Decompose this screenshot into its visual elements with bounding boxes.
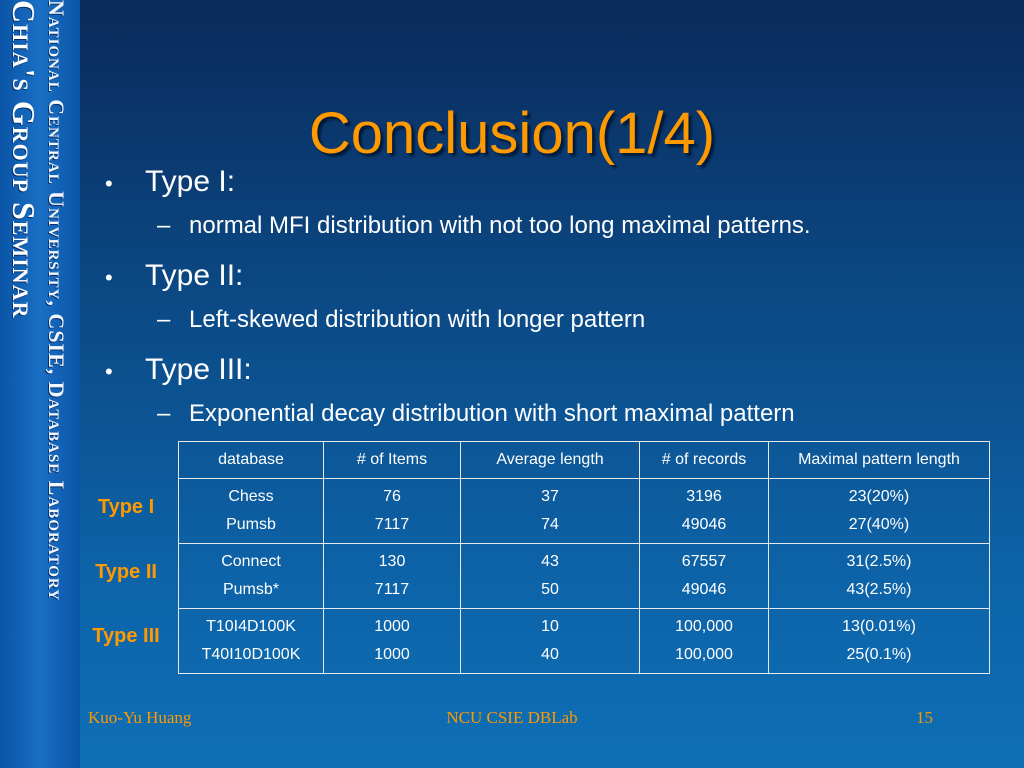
bullet-type-2: • Type II: [105, 259, 244, 292]
bullet-list: • Type I: – normal MFI distribution with n… [105, 165, 985, 447]
bullet-dot-icon: • [105, 265, 113, 290]
footer-author: Kuo-Yu Huang [88, 708, 192, 727]
cell-records: 67557 49046 [639, 543, 769, 609]
sub-bullet-type-2: – Left-skewed distribution with longer pa… [157, 306, 646, 333]
cell-maximal-pattern: 31(2.5%) 43(2.5%) [768, 543, 990, 609]
table-row: Chess Pumsb 76 7117 37 74 3196 49046 23(20%)… [178, 478, 990, 544]
bullet-dot-icon: • [105, 171, 113, 196]
table-row: T10I4D100K T40I10D100K 1000 1000 10 40 100,… [178, 608, 990, 674]
header-records: # of records [639, 441, 769, 479]
side-banner-university: National Central University, CSIE, Datab… [44, 0, 69, 602]
side-banner: National Central University, CSIE, Datab… [0, 0, 80, 768]
bullet-dot-icon: • [105, 359, 113, 384]
sub-bullet-type-1: – normal MFI distribution with not too lo… [157, 212, 811, 239]
table-header-row: database # of Items Average length # of … [178, 441, 990, 479]
cell-items: 130 7117 [323, 543, 461, 609]
cell-average-length: 10 40 [460, 608, 640, 674]
cell-items: 76 7117 [323, 478, 461, 544]
cell-database: Connect Pumsb* [178, 543, 324, 609]
cell-database: T10I4D100K T40I10D100K [178, 608, 324, 674]
dash-icon: – [157, 400, 171, 427]
cell-database: Chess Pumsb [178, 478, 324, 544]
page-number: 15 [916, 708, 933, 727]
cell-average-length: 43 50 [460, 543, 640, 609]
cell-records: 3196 49046 [639, 478, 769, 544]
header-database: database [178, 441, 324, 479]
sub-bullet-type-3: – Exponential decay distribution with sho… [157, 400, 795, 427]
slide-title: Conclusion(1/4) [308, 101, 716, 166]
cell-maximal-pattern: 13(0.01%) 25(0.1%) [768, 608, 990, 674]
footer-center: NCU CSIE DBLab [446, 708, 578, 727]
type-label-2: Type II [95, 561, 157, 583]
dash-icon: – [157, 306, 171, 333]
cell-items: 1000 1000 [323, 608, 461, 674]
dataset-table: database # of Items Average length # of … [178, 441, 990, 674]
side-banner-seminar: Chia's Group Seminar [6, 0, 42, 319]
header-average-length: Average length [460, 441, 640, 479]
dash-icon: – [157, 212, 171, 239]
bullet-type-1: • Type I: [105, 165, 236, 198]
cell-average-length: 37 74 [460, 478, 640, 544]
header-items: # of Items [323, 441, 461, 479]
type-label-3: Type III [92, 625, 160, 647]
header-maximal-pattern-length: Maximal pattern length [768, 441, 990, 479]
cell-records: 100,000 100,000 [639, 608, 769, 674]
table-row: Connect Pumsb* 130 7117 43 50 67557 49046 31… [178, 543, 990, 609]
bullet-type-3: • Type III: [105, 353, 252, 386]
cell-maximal-pattern: 23(20%) 27(40%) [768, 478, 990, 544]
type-label-1: Type I [97, 496, 155, 518]
